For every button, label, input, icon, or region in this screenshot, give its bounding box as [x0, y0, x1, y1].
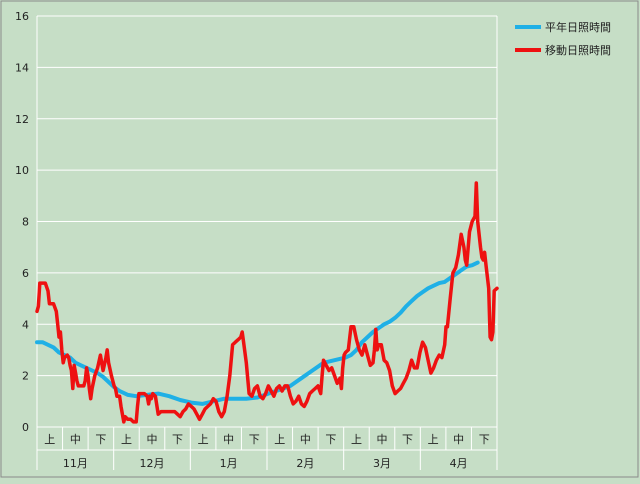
- x-tick-label-period: 上: [44, 433, 55, 446]
- x-tick-label-period: 中: [300, 433, 311, 446]
- y-tick-label: 6: [22, 267, 29, 280]
- x-tick-label-period: 上: [121, 433, 132, 446]
- y-tick-label: 10: [15, 164, 29, 177]
- x-tick-label-period: 下: [325, 433, 336, 446]
- x-tick-label-period: 下: [479, 433, 490, 446]
- x-tick-label-month: 4月: [450, 457, 468, 470]
- legend: 平年日照時間 移動日照時間: [515, 20, 611, 57]
- legend-label-normal: 平年日照時間: [545, 20, 611, 34]
- x-tick-label-period: 下: [249, 433, 260, 446]
- series-lines: [35, 181, 499, 424]
- x-tick-label-month: 11月: [63, 457, 88, 470]
- x-tick-label-period: 下: [402, 433, 413, 446]
- y-tick-label: 12: [15, 113, 29, 126]
- y-tick-label: 4: [22, 318, 29, 331]
- gridlines: [37, 15, 497, 428]
- x-tick-label-period: 上: [274, 433, 285, 446]
- y-tick-label: 2: [22, 370, 29, 383]
- axes: 0246810121416上中下11月上中下12月上中下1月上中下2月上中下3月…: [15, 10, 498, 470]
- x-tick-label-period: 中: [377, 433, 388, 446]
- y-tick-label: 0: [22, 421, 29, 434]
- y-tick-label: 14: [15, 61, 29, 74]
- x-tick-label-period: 上: [198, 433, 209, 446]
- x-tick-label-period: 下: [172, 433, 183, 446]
- x-tick-label-period: 中: [453, 433, 464, 446]
- x-tick-label-period: 中: [147, 433, 158, 446]
- series-line-moving: [35, 181, 499, 424]
- x-tick-label-month: 1月: [220, 457, 238, 470]
- x-tick-label-period: 上: [428, 433, 439, 446]
- x-tick-label-month: 12月: [140, 457, 165, 470]
- x-tick-label-month: 2月: [296, 457, 314, 470]
- y-tick-label: 8: [22, 216, 29, 229]
- x-tick-label-period: 下: [95, 433, 106, 446]
- legend-label-moving: 移動日照時間: [545, 43, 611, 57]
- y-tick-label: 16: [15, 10, 29, 23]
- x-tick-label-period: 上: [351, 433, 362, 446]
- x-tick-label-month: 3月: [373, 457, 391, 470]
- series-line-normal: [35, 260, 480, 406]
- x-tick-label-period: 中: [223, 433, 234, 446]
- x-tick-label-period: 中: [70, 433, 81, 446]
